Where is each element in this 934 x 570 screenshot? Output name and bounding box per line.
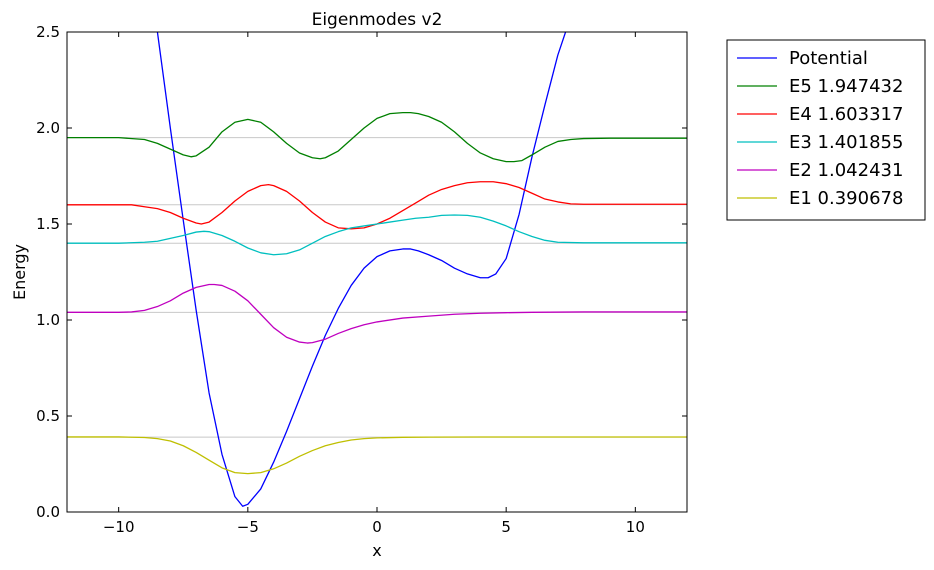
series-line-e2	[67, 283, 687, 344]
legend: Potential E5 1.947432 E4 1.603317 E3 1.4018…	[726, 39, 926, 221]
series-line-potential	[156, 32, 567, 507]
y-tick-label: 1.0	[36, 311, 60, 329]
y-tick-label: 0.5	[36, 407, 60, 425]
x-axis-label: x	[372, 541, 381, 560]
legend-label: E5 1.947432	[789, 76, 903, 97]
x-tick-label: 10	[626, 518, 645, 536]
axis-ticks: −10 −5 0 5 10 0.0 0.5 1.0 1.5 2.0 2.5	[36, 23, 687, 536]
y-tick-label: 2.5	[36, 23, 60, 41]
legend-box	[726, 39, 926, 221]
legend-label: E4 1.603317	[789, 104, 903, 125]
legend-label: E1 0.390678	[789, 188, 903, 209]
x-tick-label: 0	[372, 518, 382, 536]
legend-label: Potential	[789, 48, 868, 69]
x-tick-label: −5	[237, 518, 259, 536]
legend-label: E2 1.042431	[789, 160, 903, 181]
y-tick-label: 1.5	[36, 215, 60, 233]
series-line-e5	[67, 111, 687, 163]
series-layer	[67, 32, 687, 507]
x-tick-label: −10	[103, 518, 135, 536]
x-tick-label: 5	[501, 518, 511, 536]
y-tick-label: 2.0	[36, 119, 60, 137]
series-line-e1	[67, 436, 687, 475]
legend-label: E3 1.401855	[789, 132, 903, 153]
y-axis-label: Energy	[10, 244, 29, 300]
series-line-e3	[67, 214, 687, 256]
series-line-e4	[67, 181, 687, 230]
y-tick-label: 0.0	[36, 503, 60, 521]
chart-title: Eigenmodes v2	[312, 10, 443, 30]
